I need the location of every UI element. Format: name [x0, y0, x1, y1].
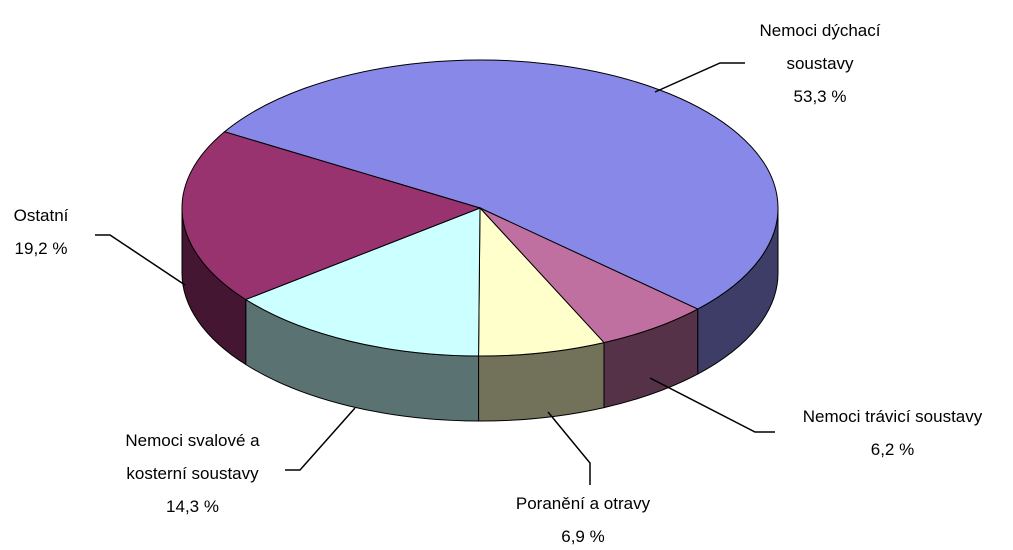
leader-line: [654, 62, 745, 93]
value-label: 6,2 %: [870, 440, 915, 459]
value-label: 6,9 %: [561, 527, 605, 546]
pie-slice: [478, 206, 605, 357]
leader-line: [547, 411, 591, 485]
pie-slice: [479, 207, 699, 344]
leader-line: [95, 234, 186, 286]
value-label: 14,3 %: [166, 497, 219, 516]
slice-label: Nemoci svalové a kosterní soustavy 14,3 %: [100, 424, 285, 523]
slice-label: Poranění a otravy 6,9 %: [483, 487, 683, 550]
category-name: Poranění a otravy: [515, 494, 651, 513]
category-name: Nemoci dýchací soustavy: [759, 21, 881, 73]
pie-slice: [181, 131, 482, 301]
pie-slice: [244, 207, 481, 357]
category-name: Nemoci svalové a kosterní soustavy: [125, 431, 260, 483]
category-name: Nemoci trávicí soustavy: [802, 407, 983, 426]
slice-label: Nemoci trávicí soustavy 6,2 %: [760, 400, 1013, 466]
leader-line: [649, 377, 775, 433]
slice-label: Nemoci dýchací soustavy 53,3 %: [745, 14, 895, 113]
value-label: 53,3 %: [793, 87, 847, 106]
leader-line: [285, 407, 356, 471]
category-name: Ostatní: [13, 206, 69, 225]
value-label: 19,2 %: [14, 239, 68, 258]
slice-label: Ostatní 19,2 %: [0, 199, 82, 265]
